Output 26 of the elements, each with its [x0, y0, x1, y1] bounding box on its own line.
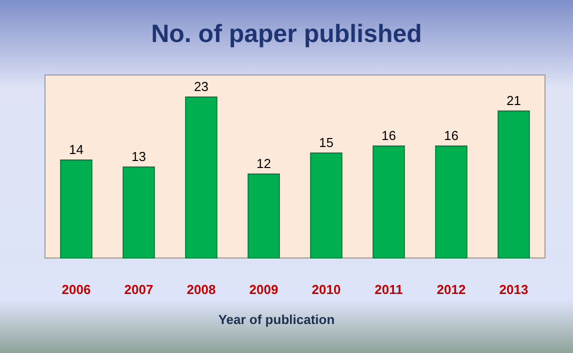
data-label: 16 — [382, 128, 396, 143]
bar — [310, 152, 342, 258]
x-tick-label: 2011 — [374, 282, 403, 297]
bar — [498, 110, 530, 258]
bar — [60, 160, 92, 258]
bar — [372, 146, 405, 258]
data-label: 23 — [194, 79, 208, 94]
data-label: 21 — [506, 93, 521, 108]
x-tick-label: 2009 — [249, 282, 278, 297]
x-tick-label: 2008 — [186, 282, 216, 297]
data-label: 14 — [69, 142, 84, 157]
x-tick-label: 2006 — [62, 282, 91, 297]
bar — [185, 96, 218, 258]
x-tick-label: 2010 — [312, 282, 341, 297]
x-axis-title: Year of publication — [218, 312, 335, 327]
bar — [435, 146, 468, 258]
x-tick-label: 2013 — [499, 282, 528, 297]
data-label: 13 — [132, 149, 146, 164]
data-label: 16 — [444, 128, 458, 143]
bar — [248, 174, 280, 258]
chart-title: No. of paper published — [151, 20, 422, 48]
x-tick-label: 2007 — [124, 282, 154, 297]
x-tick-label: 2012 — [436, 282, 466, 297]
bar — [122, 166, 155, 258]
data-label: 15 — [319, 135, 334, 150]
data-label: 12 — [256, 156, 271, 171]
